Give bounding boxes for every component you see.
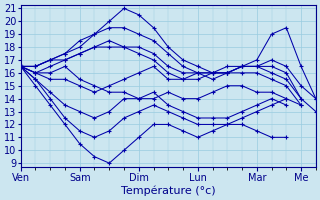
X-axis label: Température (°c): Température (°c) (121, 185, 216, 196)
